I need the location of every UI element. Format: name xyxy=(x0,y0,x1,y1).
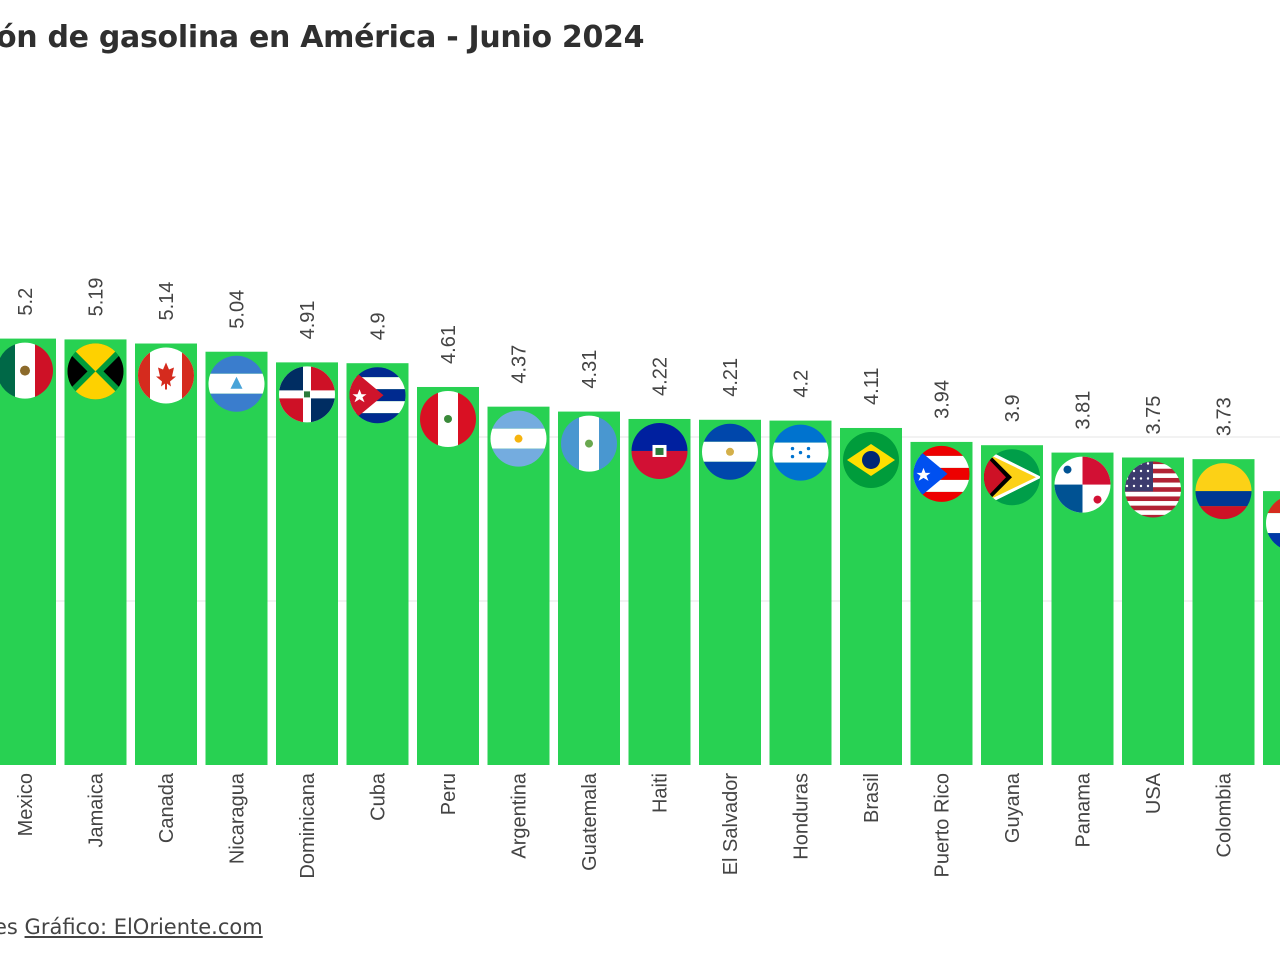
guyana-flag-icon xyxy=(984,449,1040,506)
category-label: El Salvador xyxy=(720,773,742,876)
value-label: 5.2 xyxy=(15,288,37,316)
bars: 5.2 Mexico 5.19 Jamaica 5.14 Canada 5.04 Nicara… xyxy=(0,277,1280,879)
category-label: Peru xyxy=(438,773,460,815)
category-label: Panama xyxy=(1073,772,1095,847)
category-label: Haiti xyxy=(650,773,672,813)
category-label: Dominicana xyxy=(297,772,319,878)
value-label: 3.9 xyxy=(1002,394,1024,422)
category-label: Jamaica xyxy=(86,772,108,847)
value-label: 3.75 xyxy=(1143,396,1165,435)
value-label: 3.73 xyxy=(1214,397,1236,436)
honduras-flag-icon xyxy=(772,424,829,481)
bar-paraguay[interactable] xyxy=(1263,491,1280,765)
category-label: Canada xyxy=(156,772,178,843)
category-label: Guatemala xyxy=(579,772,601,871)
footer: es Gráfico: ElOriente.com xyxy=(0,915,263,939)
source-link[interactable]: Gráfico: ElOriente.com xyxy=(24,915,263,939)
category-label: Brasil xyxy=(861,773,883,823)
jamaica-flag-icon xyxy=(67,343,124,400)
value-label: 3.81 xyxy=(1073,391,1095,430)
category-label: Argentina xyxy=(509,772,531,858)
category-label: Mexico xyxy=(15,773,37,836)
brasil-flag-icon xyxy=(843,431,899,488)
value-label: 5.19 xyxy=(86,277,108,316)
value-label: 4.22 xyxy=(650,357,672,396)
value-label: 4.2 xyxy=(791,370,813,398)
category-label: Guyana xyxy=(1002,772,1024,843)
category-label: USA xyxy=(1143,772,1165,814)
peru-flag-icon xyxy=(420,390,476,447)
bar-mexico[interactable] xyxy=(0,338,56,765)
value-label: 4.9 xyxy=(368,312,390,340)
bar-nicaragua[interactable] xyxy=(205,351,268,765)
bar-dominicana[interactable] xyxy=(276,362,338,765)
category-label: Colombia xyxy=(1214,772,1236,857)
category-label: Cuba xyxy=(368,772,390,821)
bar-canada[interactable] xyxy=(135,343,197,765)
category-label: Nicaragua xyxy=(227,772,249,864)
guatemala-flag-icon xyxy=(561,415,617,472)
category-label: Honduras xyxy=(791,773,813,860)
value-label: 4.31 xyxy=(579,350,601,389)
value-label: 4.61 xyxy=(438,325,460,364)
bar-peru[interactable] xyxy=(417,386,479,765)
value-label: 5.04 xyxy=(227,290,249,329)
el-salvador-flag-icon xyxy=(702,423,758,480)
bar-jamaica[interactable] xyxy=(64,339,127,765)
footer-prefix: es xyxy=(0,915,18,939)
value-label: 4.21 xyxy=(720,358,742,397)
cuba-flag-icon xyxy=(349,367,406,424)
argentina-flag-icon xyxy=(490,410,547,467)
value-label: 4.11 xyxy=(861,368,883,405)
value-label: 4.91 xyxy=(297,300,319,339)
mexico-flag-icon xyxy=(0,342,53,399)
chart-title: ón de gasolina en América - Junio 2024 xyxy=(0,20,645,55)
value-label: 5.14 xyxy=(156,282,178,321)
bar-cuba[interactable] xyxy=(346,363,409,765)
puerto-rico-flag-icon xyxy=(913,445,970,502)
value-label: 4.37 xyxy=(509,345,531,384)
category-label: Puerto Rico xyxy=(932,773,954,878)
nicaragua-flag-icon xyxy=(208,355,265,412)
value-label: 3.94 xyxy=(932,380,954,419)
